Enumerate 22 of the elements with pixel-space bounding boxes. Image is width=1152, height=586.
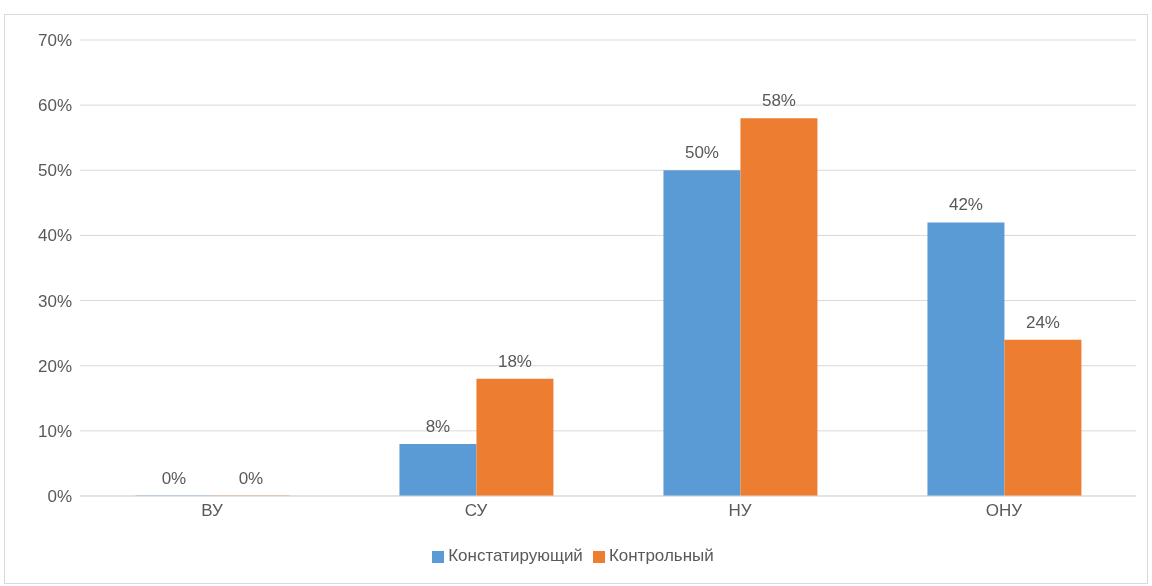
x-tick-label: СУ bbox=[464, 501, 488, 521]
legend-label: Констатирующий bbox=[448, 546, 583, 565]
data-label: 24% bbox=[1025, 312, 1060, 332]
y-tick-label: 40% bbox=[37, 226, 72, 246]
y-tick-label: 20% bbox=[37, 356, 72, 376]
data-label: 58% bbox=[761, 91, 796, 111]
y-tick-label: 0% bbox=[47, 487, 72, 507]
x-tick-label: НУ bbox=[728, 501, 752, 521]
y-tick-label: 60% bbox=[37, 96, 72, 116]
data-label: 50% bbox=[684, 143, 719, 163]
x-tick-label: ВУ bbox=[201, 501, 223, 521]
data-label: 0% bbox=[238, 468, 264, 488]
legend-label: Контрольный bbox=[608, 546, 714, 565]
data-label: 42% bbox=[948, 195, 983, 215]
y-tick-label: 10% bbox=[37, 421, 72, 441]
y-tick-label: 50% bbox=[37, 161, 72, 181]
data-label: 8% bbox=[425, 416, 451, 436]
x-tick-label: ОНУ bbox=[985, 501, 1023, 521]
data-label: 18% bbox=[497, 351, 532, 371]
data-label: 0% bbox=[161, 468, 187, 488]
y-tick-label: 30% bbox=[37, 291, 72, 311]
y-tick-label: 70% bbox=[37, 31, 72, 51]
